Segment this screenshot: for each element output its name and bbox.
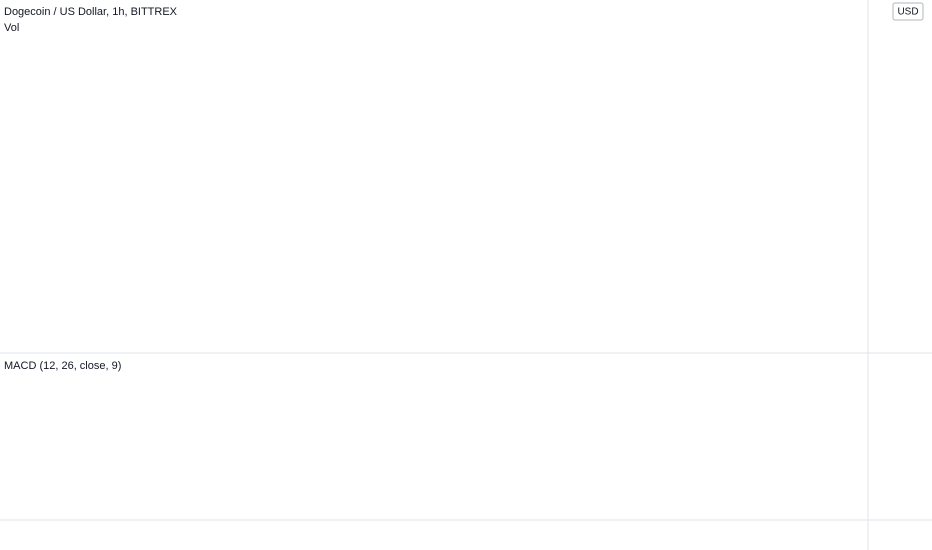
currency-label[interactable]: USD bbox=[897, 7, 918, 18]
label-layer: Dogecoin / US Dollar, 1h, BITTREX Vol MA… bbox=[4, 2, 924, 372]
volume-label: Vol bbox=[4, 22, 19, 34]
symbol-title: Dogecoin / US Dollar, 1h, BITTREX bbox=[4, 6, 178, 18]
macd-title: MACD (12, 26, close, 9) bbox=[4, 360, 121, 372]
currency-box[interactable] bbox=[892, 2, 924, 21]
